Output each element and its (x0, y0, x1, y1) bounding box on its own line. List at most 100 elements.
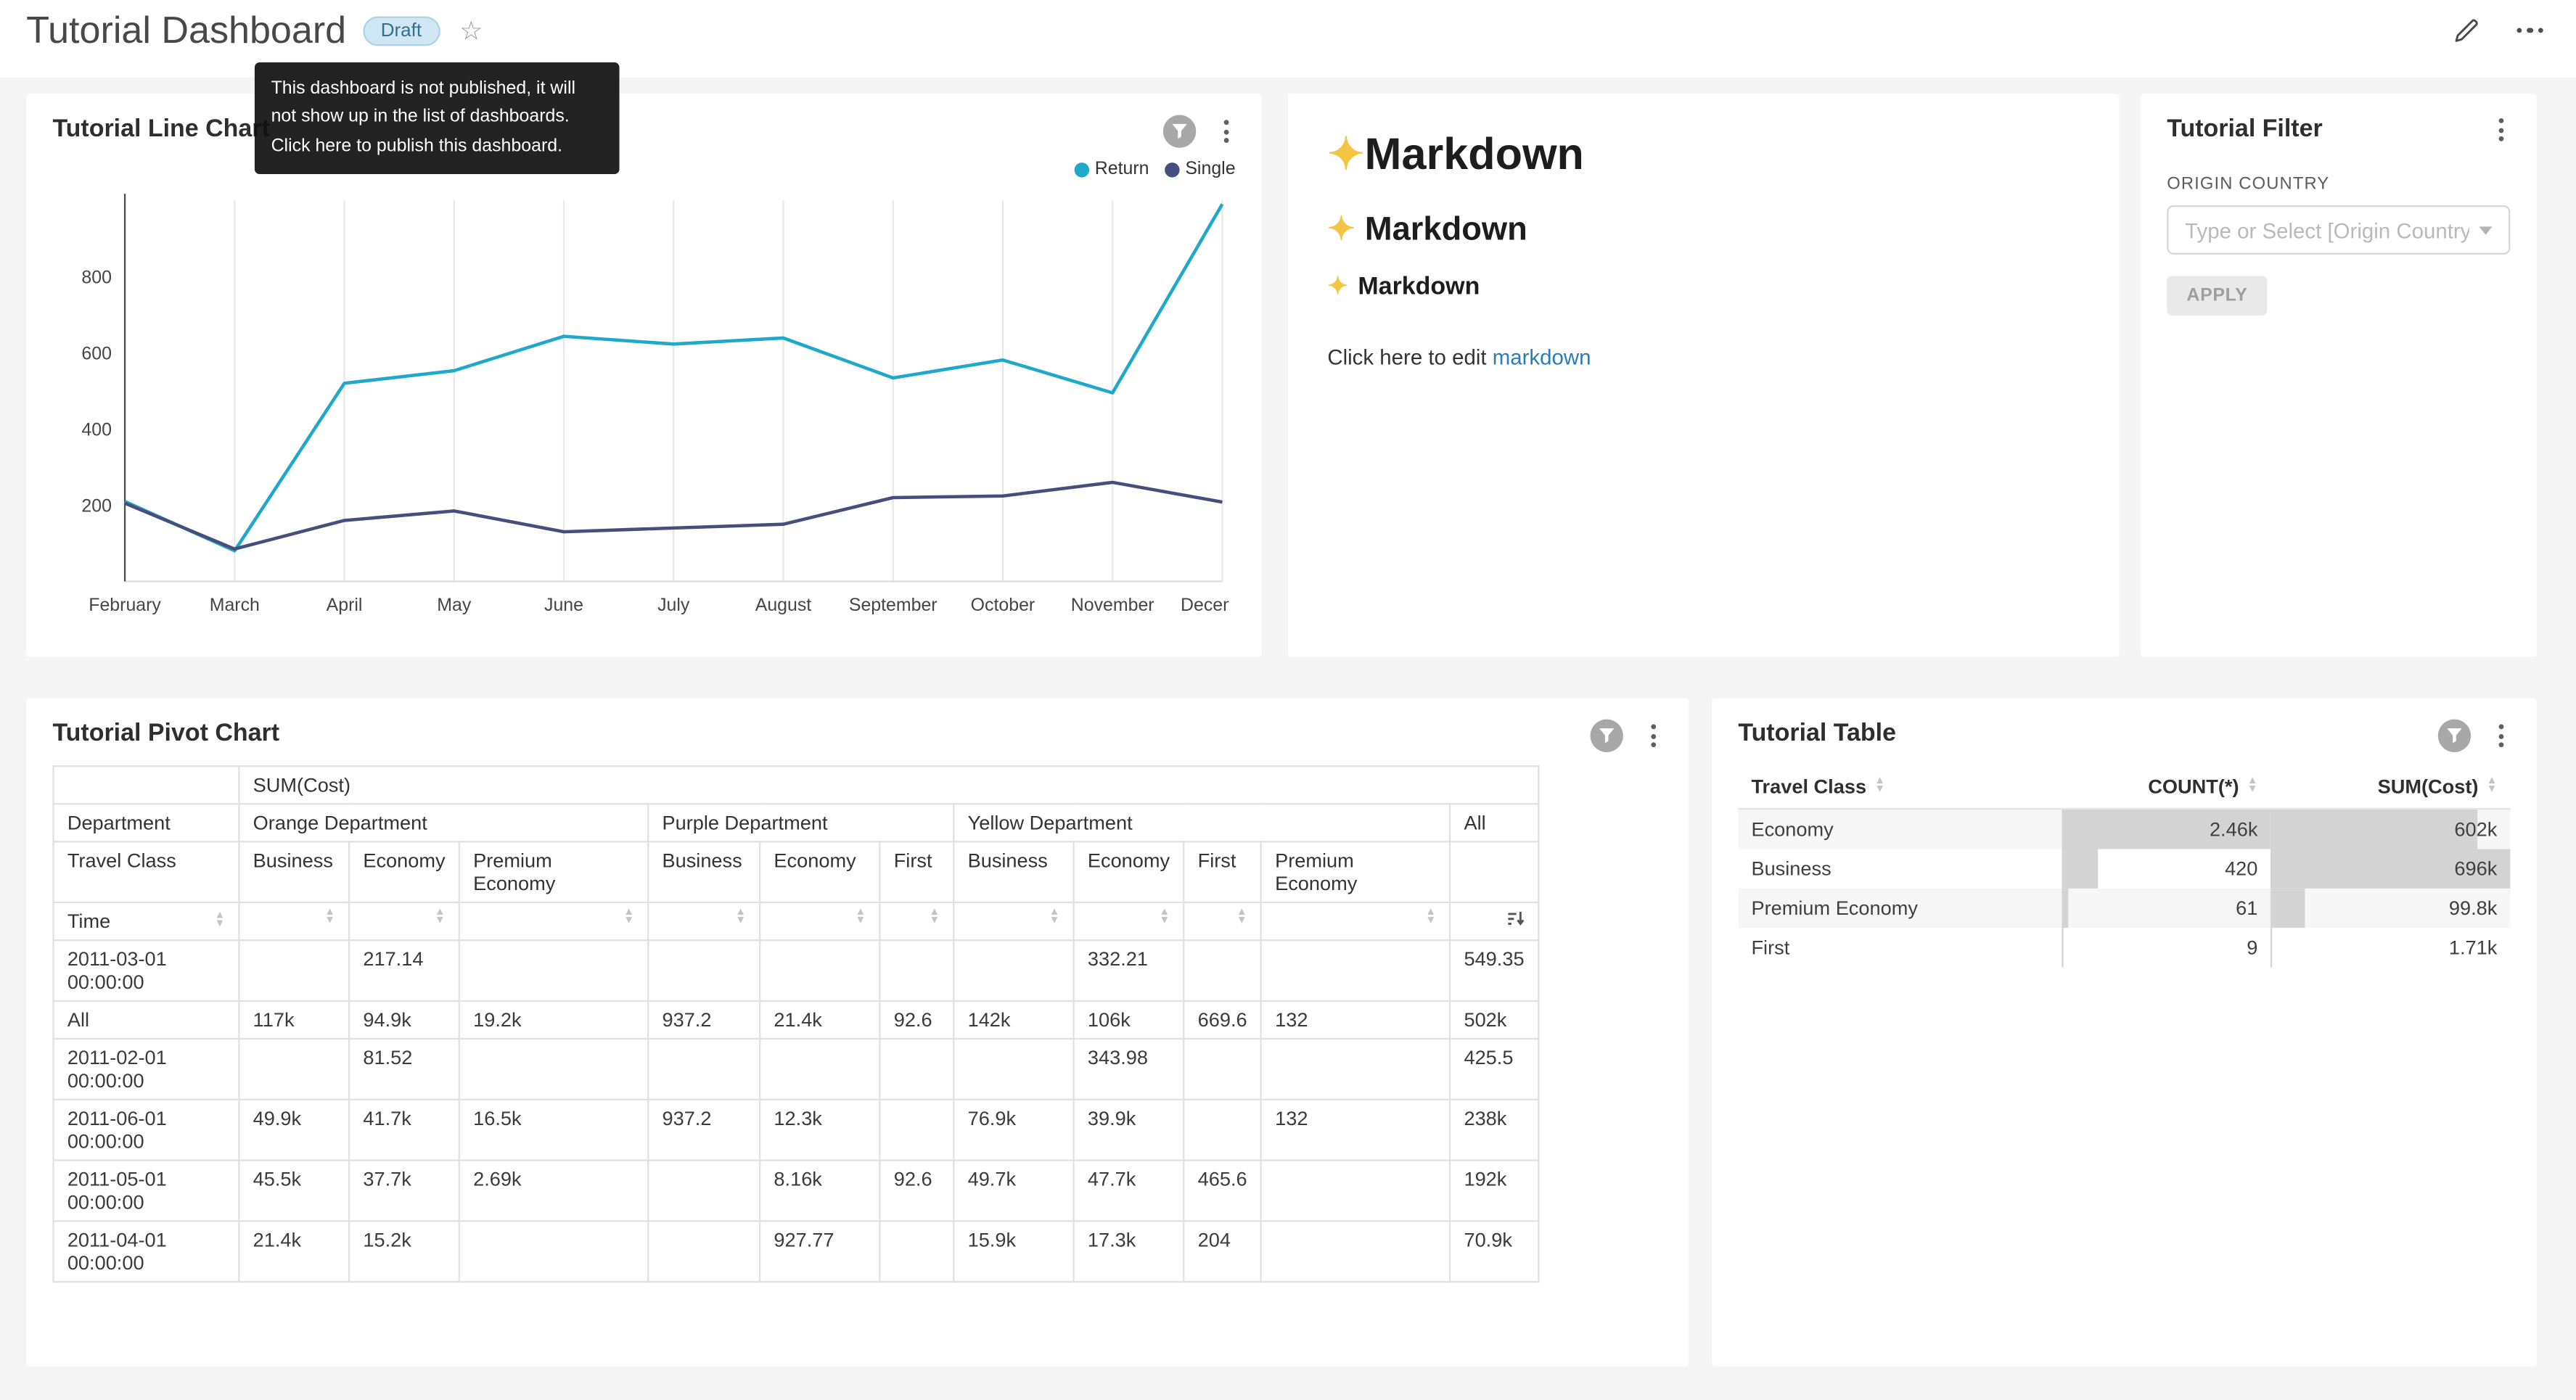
sort-icon[interactable]: ▲ ▼ (1874, 775, 1885, 795)
sort-icon[interactable]: ▲ ▼ (1236, 906, 1247, 926)
pivot-value-cell: 37.7k (348, 1159, 460, 1222)
pivot-value-cell: 204 (1183, 1220, 1262, 1283)
table-value-cell: 61 (2062, 888, 2271, 928)
x-axis-label: August (755, 595, 812, 615)
pivot-row-label: 2011-05-01 00:00:00 (52, 1159, 240, 1222)
column-header[interactable]: COUNT(*) ▲ ▼ (2062, 765, 2271, 810)
legend-item[interactable]: Single (1165, 157, 1236, 181)
sort-icon[interactable]: ▲ ▼ (1425, 906, 1436, 926)
filter-indicator-icon[interactable] (2437, 719, 2472, 752)
y-tick-label: 600 (81, 343, 112, 363)
table-row: Premium Economy 61 99.8k (1738, 888, 2511, 928)
filter-indicator-icon[interactable] (1590, 719, 1623, 752)
sort-icon[interactable]: ▲ ▼ (324, 906, 335, 926)
header-ellipsis-icon[interactable] (2516, 21, 2543, 40)
travel-class-cell: Premium Economy (1751, 897, 1918, 920)
sort-icon[interactable]: ▲ ▼ (214, 910, 226, 930)
legend-label: Single (1185, 159, 1236, 179)
sort-icon[interactable]: ▲ ▼ (623, 906, 634, 926)
pivot-value-cell: 70.9k (1449, 1220, 1539, 1283)
pivot-value-cell (1260, 1159, 1451, 1222)
table-card-menu-icon[interactable] (2493, 721, 2511, 751)
apply-button[interactable]: APPLY (2167, 276, 2268, 316)
markdown-h3: ✦ Markdown (1327, 272, 1480, 301)
publish-tooltip[interactable]: This dashboard is not published, it will… (254, 62, 620, 175)
pivot-value-cell (759, 939, 881, 1002)
table-value: 602k (2454, 818, 2498, 841)
sort-icon[interactable]: ▲ ▼ (929, 906, 940, 926)
pivot-class-header: Business (647, 841, 761, 904)
pivot-value-cell (879, 1037, 955, 1100)
title-group: Tutorial Dashboard Draft ☆ (26, 8, 483, 52)
pivot-value-cell: 17.3k (1072, 1220, 1185, 1283)
sort-icon[interactable]: ▲ ▼ (855, 906, 866, 926)
value-bar (2271, 928, 2272, 968)
column-header[interactable]: SUM(Cost) ▲ ▼ (2271, 765, 2511, 810)
table-value: 696k (2454, 857, 2498, 881)
value-bar (2062, 849, 2099, 889)
pivot-value-cell: 502k (1449, 1000, 1539, 1040)
legend-label: Return (1094, 159, 1149, 179)
pivot-value-cell: 132 (1260, 1098, 1451, 1161)
pivot-row-label: All (52, 1000, 240, 1040)
pivot-value-cell (647, 1220, 761, 1283)
pivot-value-cell: 106k (1072, 1000, 1185, 1040)
filter-card-menu-icon[interactable] (2493, 115, 2511, 144)
pivot-group-header: All (1449, 803, 1539, 843)
sort-descending-icon[interactable] (1506, 910, 1525, 928)
pivot-row: 2011-03-01 00:00:00 217.14 332.21 549.35 (52, 939, 1539, 1002)
pivot-group-header: Yellow Department (953, 803, 1451, 843)
pivot-value-cell (458, 1220, 649, 1283)
sort-icon[interactable]: ▲ ▼ (1159, 906, 1170, 926)
pivot-value-cell: 45.5k (238, 1159, 350, 1222)
table-value: 420 (2225, 857, 2258, 881)
filter-card-title: Tutorial Filter (2167, 115, 2323, 143)
pivot-value-cell: 21.4k (238, 1220, 350, 1283)
table-value-cell: 696k (2271, 849, 2511, 889)
draft-badge[interactable]: Draft (362, 15, 440, 46)
series-line-return (124, 203, 1224, 553)
pivot-value-cell (759, 1037, 881, 1100)
pivot-class-header: Economy (348, 841, 460, 904)
pivot-value-cell: 81.52 (348, 1037, 460, 1100)
table-row: Business 420 696k (1738, 849, 2511, 889)
pivot-value-cell: 927.77 (759, 1220, 881, 1283)
value-bar (2062, 888, 2068, 928)
sort-icon[interactable]: ▲ ▼ (735, 906, 746, 926)
table-card: Tutorial Table Travel Class ▲ ▼ COUNT(*) ▲ ▼ S… (1712, 698, 2537, 1367)
x-axis-label: July (657, 595, 690, 615)
x-axis-label: March (210, 595, 260, 615)
pivot-value-cell: 19.2k (458, 1000, 649, 1040)
pivot-value-cell (1183, 1098, 1262, 1161)
filter-indicator-icon[interactable] (1162, 115, 1197, 148)
pivot-value-cell: 465.6 (1183, 1159, 1262, 1222)
line-chart-svg[interactable]: 200 400 600 800 February March April May June Jul… (52, 187, 1228, 627)
pivot-class-header (1449, 841, 1539, 904)
sort-icon[interactable]: ▲ ▼ (435, 906, 446, 926)
pivot-value-cell (879, 939, 955, 1002)
pivot-value-cell: 92.6 (879, 1159, 955, 1222)
sort-icon[interactable]: ▲ ▼ (2247, 775, 2258, 795)
markdown-edit-link[interactable]: markdown (1492, 345, 1591, 370)
column-header[interactable]: Travel Class ▲ ▼ (1738, 765, 2063, 810)
pivot-row: 2011-04-01 00:00:00 21.4k 15.2k 927.77 15.9k… (52, 1220, 1539, 1283)
table-value-cell: 99.8k (2271, 888, 2511, 928)
table-value: 99.8k (2448, 897, 2498, 920)
tutorial-table: Travel Class ▲ ▼ COUNT(*) ▲ ▼ SUM(Cost) ▲ ▼ Econ… (1738, 765, 2511, 968)
sort-icon[interactable]: ▲ ▼ (1049, 906, 1060, 926)
favorite-star-icon[interactable]: ☆ (459, 17, 483, 46)
pivot-value-cell: 15.9k (953, 1220, 1075, 1283)
origin-country-select[interactable]: Type or Select [Origin Country] (2167, 205, 2511, 255)
edit-pencil-icon[interactable] (2452, 17, 2479, 44)
pivot-chart-menu-icon[interactable] (1644, 721, 1662, 751)
pivot-row: 2011-06-01 00:00:00 49.9k 41.7k 16.5k 937.2 1… (52, 1098, 1539, 1161)
pivot-value-cell: 2.69k (458, 1159, 649, 1222)
line-chart-menu-icon[interactable] (1218, 117, 1236, 147)
legend-item[interactable]: Return (1075, 157, 1149, 181)
pivot-value-cell: 217.14 (348, 939, 460, 1002)
pivot-value-cell: 41.7k (348, 1098, 460, 1161)
value-bar (2062, 810, 2271, 849)
sort-icon[interactable]: ▲ ▼ (2486, 775, 2498, 795)
pivot-row-label: 2011-04-01 00:00:00 (52, 1220, 240, 1283)
pivot-class-header: Business (953, 841, 1075, 904)
